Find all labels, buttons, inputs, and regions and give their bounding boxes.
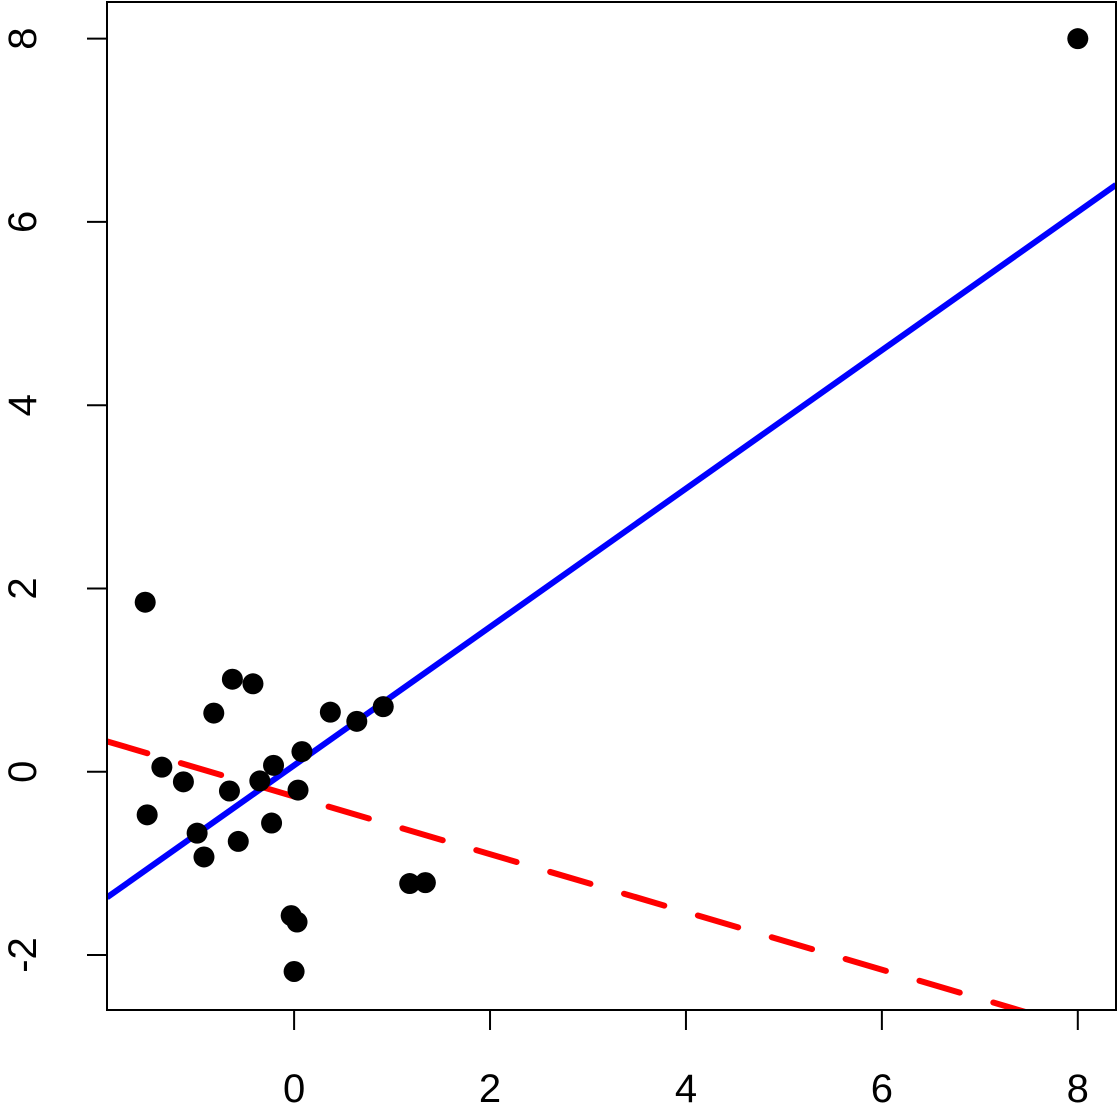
data-point [399, 873, 421, 895]
x-tick-label: 4 [675, 1067, 697, 1111]
y-tick-label: -2 [1, 937, 45, 973]
x-tick-label: 2 [479, 1067, 501, 1111]
data-point [249, 770, 271, 792]
data-point [319, 701, 341, 723]
data-point [263, 754, 285, 776]
data-point [221, 668, 243, 690]
y-tick-label: 2 [1, 577, 45, 599]
fit-solid-line [107, 182, 1116, 900]
data-point [227, 830, 249, 852]
data-point [193, 846, 215, 868]
y-tick-label: 4 [1, 394, 45, 416]
plot-frame [106, 1, 1117, 1011]
fit-dashed-line [107, 738, 1030, 1010]
data-point [151, 756, 173, 778]
y-tick-label: 8 [1, 28, 45, 50]
data-point [287, 779, 309, 801]
data-point [218, 780, 240, 802]
y-tick-label: 0 [1, 761, 45, 783]
x-tick-label: 6 [871, 1067, 893, 1111]
data-point [286, 911, 308, 933]
data-point [291, 741, 313, 763]
data-point [283, 961, 305, 983]
data-point [134, 591, 156, 613]
data-point [136, 804, 158, 826]
data-point [172, 771, 194, 793]
data-point [372, 696, 394, 718]
x-tick-label: 0 [283, 1067, 305, 1111]
data-point [203, 702, 225, 724]
y-tick-label: 6 [1, 211, 45, 233]
data-point [346, 710, 368, 732]
data-point [186, 822, 208, 844]
data-point [242, 673, 264, 695]
data-point [261, 812, 283, 834]
data-point [414, 872, 436, 894]
data-point [1067, 28, 1089, 50]
x-tick-label: 8 [1067, 1067, 1089, 1111]
